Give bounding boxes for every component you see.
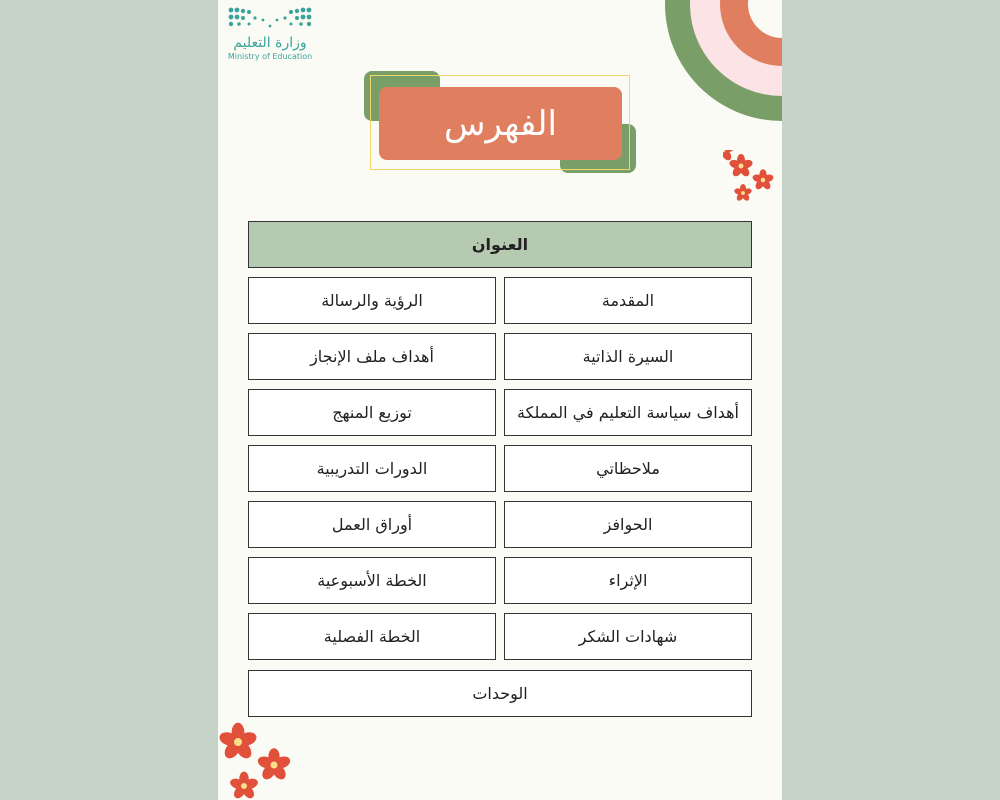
page-title-text: الفهرس bbox=[444, 103, 557, 144]
flowers-top-right bbox=[723, 150, 775, 203]
table-cell-right[interactable]: أهداف سياسة التعليم في المملكة bbox=[504, 389, 752, 436]
table-cell-left[interactable]: الدورات التدريبية bbox=[248, 445, 496, 492]
title-decor-outline bbox=[370, 75, 630, 170]
logo-english-text: Ministry of Education bbox=[227, 52, 313, 61]
table-cell-left[interactable]: الخطة الأسبوعية bbox=[248, 557, 496, 604]
table-cell-right[interactable]: الحوافز bbox=[504, 501, 752, 548]
table-cell-right[interactable]: الإثراء bbox=[504, 557, 752, 604]
index-page: وزارة التعليم Ministry of Education الفه… bbox=[218, 0, 782, 800]
table-cell-left[interactable]: أوراق العمل bbox=[248, 501, 496, 548]
table-cell-left[interactable]: الخطة الفصلية bbox=[248, 613, 496, 660]
ministry-logo: وزارة التعليم Ministry of Education bbox=[224, 6, 316, 72]
table-cell-left[interactable]: أهداف ملف الإنجاز bbox=[248, 333, 496, 380]
table-cell-right[interactable]: شهادات الشكر bbox=[504, 613, 752, 660]
table-cell-footer[interactable]: الوحدات bbox=[248, 670, 752, 717]
logo-dots-icon bbox=[228, 7, 312, 28]
logo-arabic-text: وزارة التعليم bbox=[233, 35, 307, 51]
decorative-arcs bbox=[665, 0, 782, 121]
table-cell-right[interactable]: السيرة الذاتية bbox=[504, 333, 752, 380]
table-cell-left[interactable]: الرؤية والرسالة bbox=[248, 277, 496, 324]
table-cell-right[interactable]: المقدمة bbox=[504, 277, 752, 324]
table-header: العنوان bbox=[248, 221, 752, 268]
table-cell-left[interactable]: توزيع المنهج bbox=[248, 389, 496, 436]
flowers-bottom-left bbox=[218, 722, 292, 800]
page-title: الفهرس bbox=[379, 87, 622, 160]
table-cell-right[interactable]: ملاحظاتي bbox=[504, 445, 752, 492]
